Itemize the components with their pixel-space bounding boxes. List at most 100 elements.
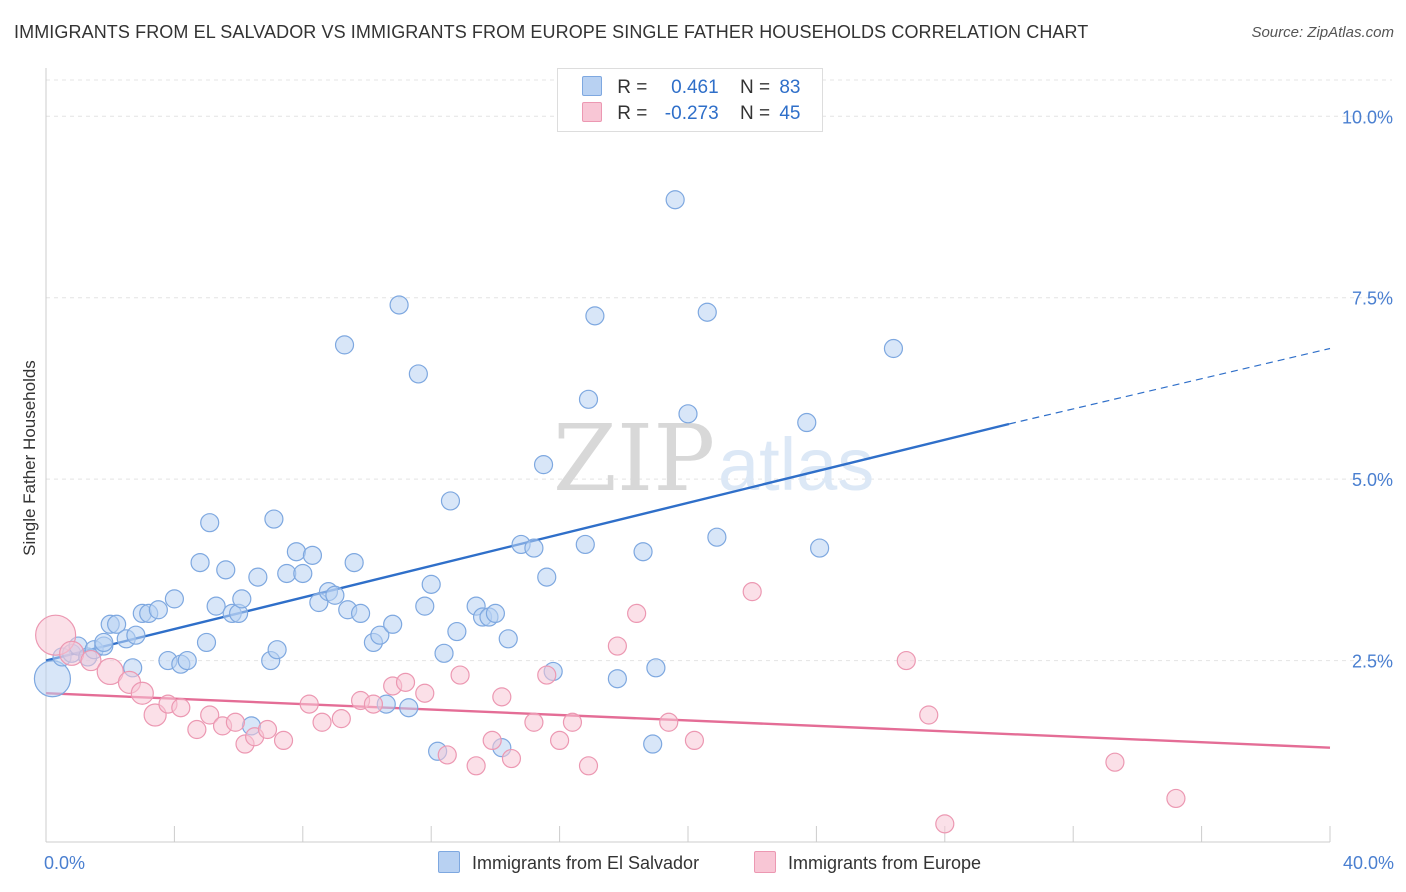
point-europe (200, 705, 220, 725)
point-europe (1166, 788, 1186, 809)
legend-n-value: 83 (779, 77, 801, 98)
point-el-salvador (177, 650, 197, 671)
point-el-salvador (94, 632, 114, 653)
series-legend-el-salvador: Immigrants from El Salvador (438, 851, 699, 874)
point-el-salvador (585, 306, 605, 326)
legend-n-value: 45 (779, 103, 801, 124)
series-name-el-salvador: Immigrants from El Salvador (472, 853, 700, 873)
point-europe (1105, 752, 1125, 772)
point-el-salvador (206, 596, 226, 616)
point-el-salvador (190, 552, 210, 573)
point-europe (257, 719, 278, 740)
point-el-salvador (697, 302, 717, 322)
legend-swatch-el-salvador (582, 76, 602, 96)
watermark-atlas: atlas (718, 423, 874, 506)
point-europe (187, 719, 207, 740)
point-europe (935, 814, 955, 834)
point-el-salvador (267, 640, 287, 660)
data-points (33, 190, 1186, 834)
point-el-salvador (485, 603, 505, 624)
point-europe (331, 709, 351, 729)
point-europe (299, 694, 319, 714)
y-axis-label: Single Father Households (20, 360, 39, 556)
point-el-salvador (148, 600, 168, 620)
point-el-salvador (498, 629, 518, 649)
point-europe (684, 730, 705, 751)
point-europe (96, 657, 124, 686)
point-europe (395, 672, 416, 692)
point-europe (492, 687, 512, 707)
source-credit: Source: ZipAtlas.com (1251, 24, 1394, 41)
legend-row-el-salvador: R = 0.461 N = 83 (582, 76, 800, 102)
point-el-salvador (264, 509, 284, 529)
legend-r-label: R = (617, 77, 648, 98)
series-name-europe: Immigrants from Europe (788, 853, 982, 873)
point-europe (225, 712, 245, 732)
point-europe (549, 730, 570, 751)
point-el-salvador (678, 404, 698, 424)
watermark: ZIP atlas (553, 405, 874, 512)
y-tick-labels: 2.5% 5.0% 7.5% 10.0% (1342, 107, 1393, 671)
point-europe (919, 705, 939, 725)
point-el-salvador (447, 621, 467, 642)
point-el-salvador (196, 632, 217, 653)
point-el-salvador (325, 585, 345, 605)
point-el-salvador (389, 295, 409, 315)
trend-line-europe (45, 692, 1331, 749)
y-tick-label: 7.5% (1352, 289, 1393, 309)
point-el-salvador (665, 190, 685, 210)
point-europe (578, 756, 599, 776)
y-tick-label: 10.0% (1342, 107, 1393, 127)
point-el-salvador (408, 364, 428, 384)
point-europe (363, 694, 384, 714)
x-tick-label: 40.0% (1343, 853, 1394, 873)
point-el-salvador (33, 660, 72, 698)
point-el-salvador (537, 567, 557, 587)
point-el-salvador (421, 574, 441, 594)
point-el-salvador (302, 545, 323, 565)
point-el-salvador (277, 563, 297, 584)
y-tick-label: 5.0% (1352, 470, 1393, 490)
point-europe (524, 712, 544, 732)
legend-r-value: 0.461 (671, 77, 719, 98)
legend-n-label: N = (739, 77, 771, 98)
point-el-salvador (344, 552, 364, 573)
point-europe (466, 756, 486, 776)
point-el-salvador (434, 643, 454, 663)
point-europe (537, 665, 557, 685)
point-el-salvador (578, 389, 599, 409)
series-legend-europe: Immigrants from Europe (754, 851, 981, 874)
point-europe (482, 730, 502, 751)
point-europe (415, 683, 435, 703)
legend-n-label: N = (739, 103, 771, 124)
point-europe (450, 665, 470, 685)
x-tick-label: 0.0% (44, 853, 85, 873)
point-el-salvador (707, 527, 727, 547)
point-el-salvador (797, 412, 817, 433)
point-el-salvador (200, 513, 220, 533)
point-europe (59, 640, 85, 666)
point-europe (562, 712, 583, 732)
point-europe (659, 712, 679, 732)
point-el-salvador (440, 491, 461, 511)
point-europe (627, 603, 647, 624)
point-europe (273, 730, 294, 751)
point-europe (171, 698, 191, 718)
trend-line-el-salvador-projection (1008, 347, 1331, 425)
point-el-salvador (216, 560, 236, 580)
point-el-salvador (232, 589, 252, 609)
point-el-salvador (399, 698, 419, 718)
point-el-salvador (524, 538, 544, 558)
point-europe (896, 650, 916, 671)
point-el-salvador (334, 335, 355, 355)
point-europe (130, 681, 154, 705)
y-tick-label: 2.5% (1352, 652, 1393, 672)
point-europe (312, 712, 332, 732)
point-el-salvador (643, 734, 663, 754)
point-europe (80, 649, 102, 672)
x-tick-labels: 0.0% 40.0% (44, 853, 1394, 873)
legend-r-value: -0.273 (664, 103, 719, 124)
point-el-salvador (350, 603, 371, 624)
point-europe (501, 748, 522, 769)
